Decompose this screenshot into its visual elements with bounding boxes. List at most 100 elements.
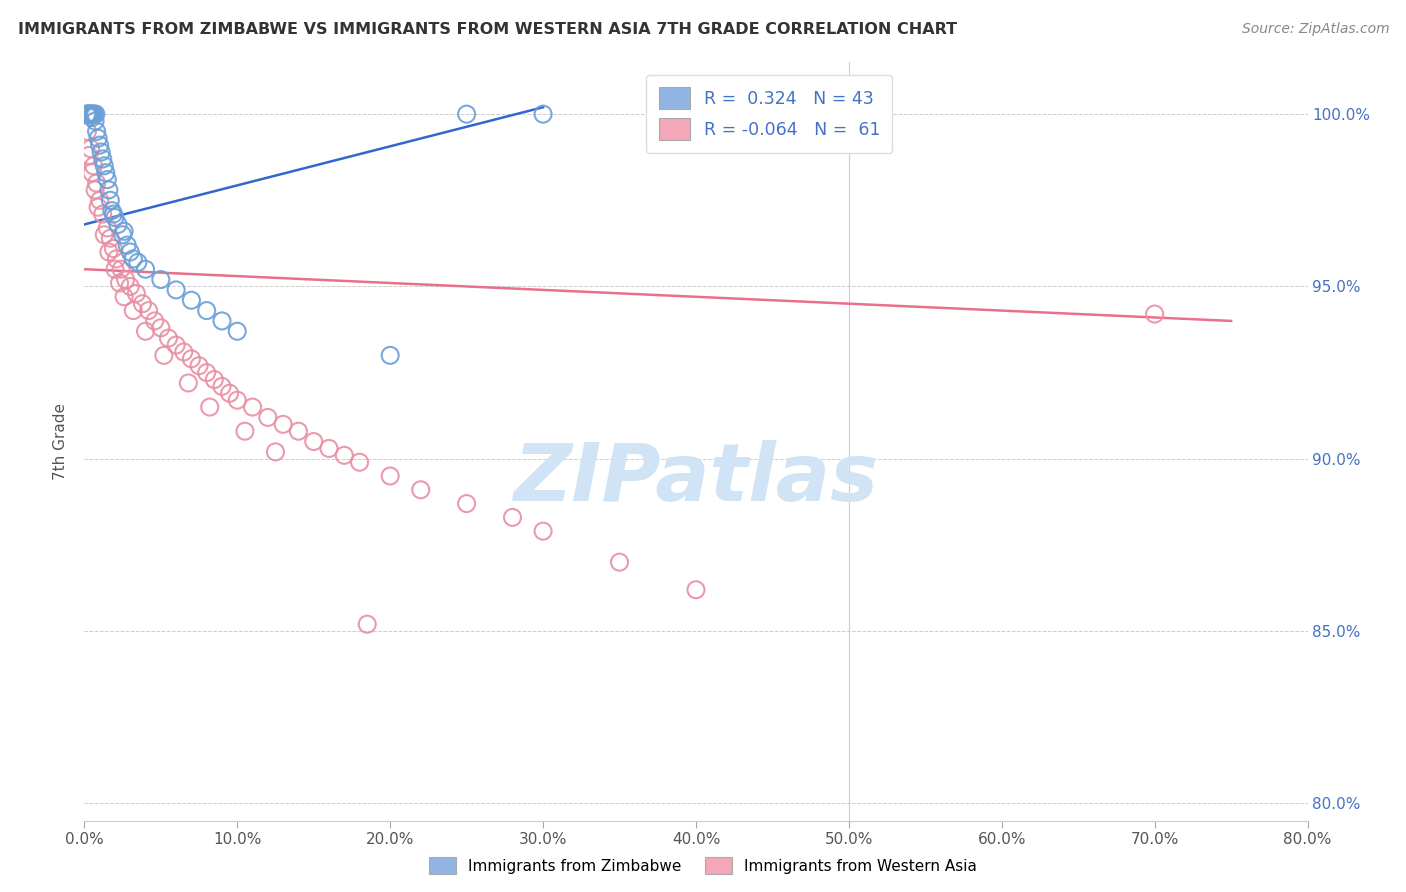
Text: IMMIGRANTS FROM ZIMBABWE VS IMMIGRANTS FROM WESTERN ASIA 7TH GRADE CORRELATION C: IMMIGRANTS FROM ZIMBABWE VS IMMIGRANTS F… bbox=[18, 22, 957, 37]
Point bbox=[271, 417, 294, 432]
Point bbox=[202, 372, 225, 386]
Point bbox=[94, 166, 117, 180]
Point bbox=[115, 238, 138, 252]
Point bbox=[103, 242, 125, 256]
Point bbox=[131, 296, 153, 310]
Point bbox=[76, 124, 98, 138]
Point bbox=[135, 324, 157, 338]
Point bbox=[97, 244, 120, 259]
Point bbox=[107, 218, 129, 232]
Point bbox=[318, 442, 340, 456]
Point bbox=[91, 152, 114, 166]
Point bbox=[112, 290, 135, 304]
Point bbox=[77, 107, 100, 121]
Point bbox=[80, 166, 103, 180]
Legend: R =  0.324   N = 43, R = -0.064   N =  61: R = 0.324 N = 43, R = -0.064 N = 61 bbox=[647, 75, 893, 153]
Legend: Immigrants from Zimbabwe, Immigrants from Western Asia: Immigrants from Zimbabwe, Immigrants fro… bbox=[423, 851, 983, 880]
Point bbox=[90, 145, 112, 159]
Point bbox=[177, 376, 200, 390]
Point bbox=[380, 469, 402, 483]
Point bbox=[135, 262, 157, 277]
Point bbox=[198, 400, 221, 414]
Point bbox=[111, 227, 134, 242]
Point bbox=[211, 314, 233, 328]
Point bbox=[380, 348, 402, 362]
Point bbox=[83, 159, 105, 173]
Point bbox=[101, 203, 124, 218]
Point bbox=[86, 176, 108, 190]
Point bbox=[122, 252, 145, 266]
Point bbox=[502, 510, 524, 524]
Point bbox=[180, 293, 202, 308]
Point bbox=[149, 320, 172, 334]
Point bbox=[82, 107, 104, 121]
Point bbox=[157, 331, 180, 345]
Point bbox=[143, 314, 166, 328]
Point bbox=[218, 386, 240, 401]
Point bbox=[165, 283, 187, 297]
Point bbox=[79, 107, 101, 121]
Point bbox=[180, 351, 202, 366]
Point bbox=[114, 272, 136, 286]
Point bbox=[153, 348, 176, 362]
Point bbox=[86, 124, 108, 138]
Point bbox=[110, 262, 132, 277]
Point bbox=[80, 107, 103, 121]
Point bbox=[93, 159, 115, 173]
Point bbox=[93, 227, 115, 242]
Point bbox=[165, 338, 187, 352]
Point bbox=[83, 107, 105, 121]
Point bbox=[333, 448, 356, 462]
Point bbox=[108, 276, 131, 290]
Point bbox=[80, 111, 103, 125]
Point bbox=[287, 424, 309, 438]
Point bbox=[149, 272, 172, 286]
Point bbox=[685, 582, 707, 597]
Point bbox=[120, 279, 142, 293]
Point bbox=[226, 393, 249, 408]
Point bbox=[89, 138, 111, 153]
Point bbox=[226, 324, 249, 338]
Point bbox=[356, 617, 378, 632]
Point bbox=[456, 497, 478, 511]
Point bbox=[79, 142, 101, 156]
Point bbox=[83, 107, 105, 121]
Text: ZIPatlas: ZIPatlas bbox=[513, 441, 879, 518]
Point bbox=[79, 107, 101, 121]
Point bbox=[87, 200, 110, 214]
Point bbox=[127, 255, 149, 269]
Point bbox=[233, 424, 256, 438]
Point bbox=[98, 194, 121, 208]
Point bbox=[77, 107, 100, 121]
Point bbox=[76, 107, 98, 121]
Point bbox=[96, 172, 118, 186]
Point bbox=[97, 183, 120, 197]
Point bbox=[609, 555, 631, 569]
Point bbox=[76, 107, 98, 121]
Point bbox=[112, 224, 135, 238]
Point bbox=[188, 359, 211, 373]
Point bbox=[77, 148, 100, 162]
Point bbox=[531, 524, 554, 538]
Point bbox=[84, 114, 107, 128]
Point bbox=[87, 131, 110, 145]
Point bbox=[91, 207, 114, 221]
Point bbox=[173, 345, 195, 359]
Point bbox=[211, 379, 233, 393]
Point bbox=[84, 183, 107, 197]
Point bbox=[98, 231, 121, 245]
Point bbox=[84, 107, 107, 121]
Point bbox=[409, 483, 432, 497]
Point bbox=[105, 252, 128, 266]
Point bbox=[120, 244, 142, 259]
Point bbox=[122, 303, 145, 318]
Point bbox=[195, 366, 218, 380]
Point bbox=[264, 445, 287, 459]
Point bbox=[349, 455, 371, 469]
Point bbox=[103, 207, 125, 221]
Point bbox=[104, 211, 127, 225]
Point bbox=[242, 400, 264, 414]
Point bbox=[125, 286, 148, 301]
Point bbox=[531, 107, 554, 121]
Y-axis label: 7th Grade: 7th Grade bbox=[53, 403, 69, 480]
